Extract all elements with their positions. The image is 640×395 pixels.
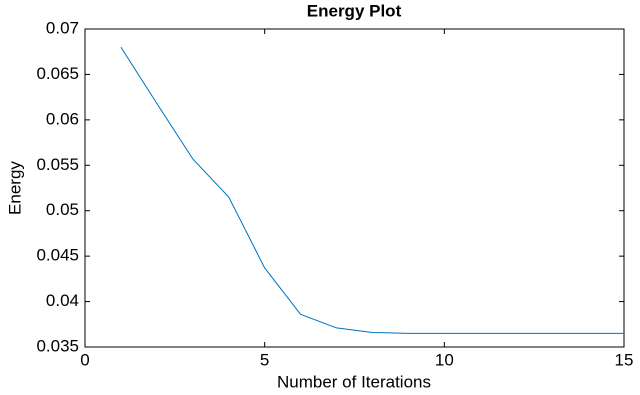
y-tick-label: 0.06 (46, 109, 79, 128)
y-tick-label: 0.07 (46, 18, 79, 37)
axes-frame (84, 28, 625, 348)
data-line (120, 46, 624, 334)
x-axis-label: Number of Iterations (277, 372, 431, 391)
y-tick-label: 0.035 (36, 336, 79, 355)
y-axis-label: Energy (5, 161, 24, 215)
x-tick-label: 15 (615, 350, 634, 369)
y-tick-label: 0.045 (36, 246, 79, 265)
y-tick-label: 0.055 (36, 155, 79, 174)
y-tick-label: 0.065 (36, 64, 79, 83)
x-tick-label: 0 (80, 350, 89, 369)
chart-title: Energy Plot (307, 1, 402, 20)
y-tick-label: 0.05 (46, 200, 79, 219)
x-tick-label: 5 (260, 350, 269, 369)
y-tick-label: 0.04 (46, 291, 79, 310)
x-tick-label: 10 (435, 350, 454, 369)
